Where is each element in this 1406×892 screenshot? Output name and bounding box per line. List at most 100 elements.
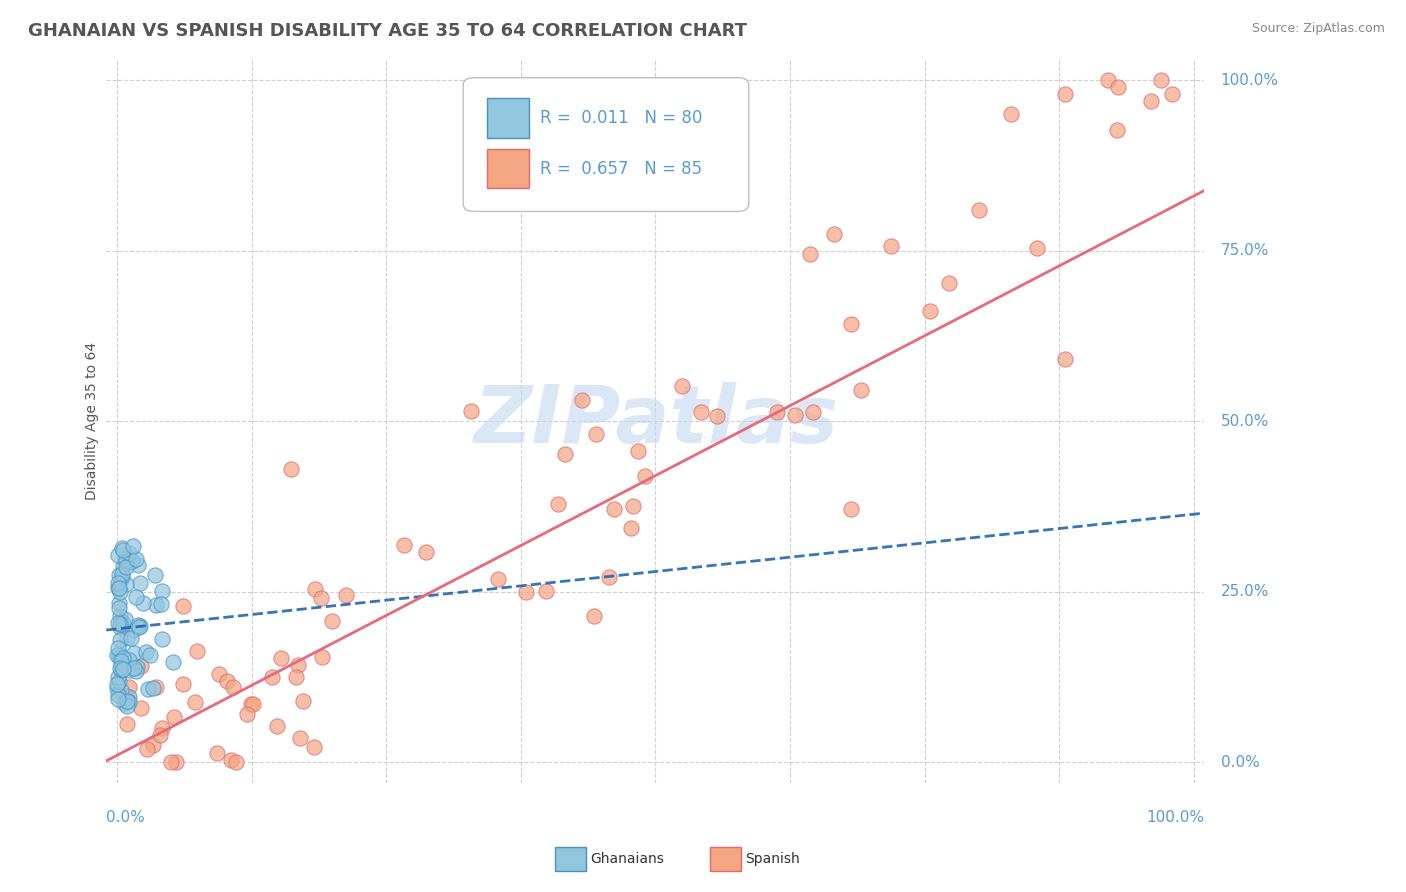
Point bbox=[585, 427, 607, 442]
Point bbox=[115, 717, 138, 731]
Point bbox=[1000, 107, 1022, 121]
Text: Ghanaians: Ghanaians bbox=[591, 852, 665, 866]
Point bbox=[108, 633, 131, 648]
Point bbox=[287, 657, 309, 672]
Point bbox=[118, 690, 141, 704]
Point bbox=[114, 552, 136, 566]
Point bbox=[311, 650, 333, 665]
Point bbox=[145, 568, 167, 582]
Point bbox=[129, 659, 152, 673]
Point bbox=[117, 663, 139, 677]
Text: 0.0%: 0.0% bbox=[1220, 755, 1260, 770]
Point bbox=[149, 728, 172, 742]
Point bbox=[108, 596, 131, 610]
Point bbox=[208, 666, 231, 681]
Point bbox=[107, 640, 129, 655]
Point bbox=[222, 680, 245, 694]
Point bbox=[150, 583, 173, 598]
Point bbox=[260, 670, 283, 684]
Point bbox=[671, 379, 693, 393]
Point bbox=[125, 591, 148, 605]
Point bbox=[309, 591, 332, 606]
Text: 50.0%: 50.0% bbox=[1220, 414, 1270, 428]
Point bbox=[1139, 94, 1161, 108]
Point bbox=[111, 615, 134, 629]
Point bbox=[111, 569, 134, 583]
Point bbox=[292, 694, 315, 708]
Y-axis label: Disability Age 35 to 64: Disability Age 35 to 64 bbox=[86, 342, 100, 500]
Point bbox=[172, 599, 194, 613]
Point bbox=[107, 582, 129, 596]
Point bbox=[142, 738, 165, 752]
Point bbox=[139, 648, 162, 662]
Point bbox=[515, 584, 537, 599]
Point bbox=[105, 677, 128, 691]
Point bbox=[122, 661, 145, 675]
Point bbox=[107, 692, 129, 706]
Point bbox=[603, 501, 626, 516]
Point bbox=[280, 462, 302, 476]
Point bbox=[879, 239, 901, 253]
Point bbox=[108, 661, 131, 675]
Point bbox=[620, 521, 643, 535]
Point bbox=[145, 681, 167, 695]
Point bbox=[108, 600, 131, 615]
Point bbox=[114, 612, 136, 626]
Point bbox=[554, 447, 576, 461]
Point bbox=[801, 404, 824, 418]
Point bbox=[184, 695, 207, 709]
Point bbox=[302, 739, 325, 754]
Point bbox=[107, 670, 129, 684]
Point bbox=[136, 682, 159, 697]
Point bbox=[107, 575, 129, 590]
Point bbox=[122, 646, 145, 660]
Point bbox=[621, 500, 644, 514]
Point bbox=[766, 405, 789, 419]
Point bbox=[582, 609, 605, 624]
Point bbox=[135, 645, 157, 659]
Point bbox=[115, 631, 138, 645]
Point bbox=[127, 558, 149, 572]
Point bbox=[240, 698, 263, 712]
Point bbox=[129, 701, 152, 715]
Point bbox=[107, 568, 129, 582]
Point bbox=[149, 597, 172, 611]
Point bbox=[335, 588, 357, 602]
Point bbox=[627, 444, 650, 458]
Point bbox=[1026, 241, 1049, 255]
FancyBboxPatch shape bbox=[488, 149, 529, 188]
Point bbox=[115, 554, 138, 568]
Point bbox=[1161, 87, 1184, 101]
Point bbox=[110, 659, 132, 673]
Point bbox=[108, 574, 131, 589]
Point bbox=[706, 409, 728, 424]
Point bbox=[142, 681, 165, 695]
Point bbox=[115, 577, 138, 591]
Point bbox=[114, 689, 136, 703]
Point bbox=[118, 546, 141, 560]
Text: GHANAIAN VS SPANISH DISABILITY AGE 35 TO 64 CORRELATION CHART: GHANAIAN VS SPANISH DISABILITY AGE 35 TO… bbox=[28, 22, 747, 40]
Point bbox=[839, 318, 862, 332]
Point bbox=[186, 643, 208, 657]
Point bbox=[162, 655, 184, 669]
Point bbox=[105, 681, 128, 695]
Point bbox=[288, 731, 311, 745]
Point bbox=[266, 719, 288, 733]
Point bbox=[121, 554, 143, 568]
Point bbox=[108, 608, 131, 623]
Point bbox=[111, 651, 134, 665]
Point bbox=[125, 659, 148, 673]
Point bbox=[121, 539, 143, 553]
Point bbox=[127, 618, 149, 632]
Point bbox=[115, 559, 138, 574]
Point bbox=[215, 674, 238, 689]
Point bbox=[392, 538, 415, 552]
Point bbox=[235, 706, 257, 721]
Text: Source: ZipAtlas.com: Source: ZipAtlas.com bbox=[1251, 22, 1385, 36]
Point bbox=[128, 620, 150, 634]
Point bbox=[159, 755, 181, 769]
Point bbox=[270, 650, 292, 665]
Point bbox=[107, 549, 129, 563]
Point bbox=[823, 227, 845, 241]
Text: 100.0%: 100.0% bbox=[1220, 72, 1278, 87]
